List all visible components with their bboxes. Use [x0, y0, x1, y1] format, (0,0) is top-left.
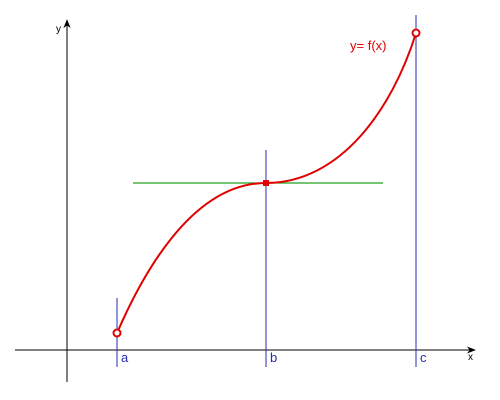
y-axis-label: y	[56, 24, 61, 35]
inflection-point	[263, 180, 269, 186]
point-label: a	[121, 350, 129, 365]
x-axis-label: x	[468, 352, 473, 363]
point-label: b	[270, 350, 277, 365]
endpoint	[112, 328, 122, 338]
endpoint	[411, 28, 421, 38]
point-label: c	[420, 350, 427, 365]
curve-label: y= f(x)	[350, 38, 386, 53]
